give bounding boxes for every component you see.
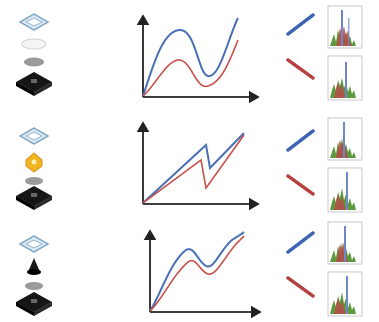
row-3 [16, 222, 362, 316]
black-plunger-icon [27, 258, 41, 275]
up-arrow-icon [288, 233, 313, 252]
gray-disc-icon [25, 177, 43, 185]
lower-curve [143, 40, 238, 96]
row-2 [16, 118, 362, 212]
component-stack-3 [16, 236, 52, 316]
force-curve-plot-2 [143, 123, 258, 204]
row-1 [16, 6, 362, 100]
histogram-thumbnail-top-1 [328, 6, 362, 48]
keycap-icon [20, 14, 48, 30]
switch-base-icon [16, 72, 52, 96]
keycap-icon [20, 128, 48, 144]
upper-curve [150, 232, 244, 311]
histogram-thumbnail-top-2 [328, 118, 362, 160]
up-arrow-icon [288, 15, 313, 34]
histogram-thumbnail-bottom-3 [328, 272, 362, 316]
histogram-thumbnail-bottom-2 [328, 168, 362, 212]
gray-disc-icon [24, 58, 44, 67]
lower-curve [150, 236, 244, 311]
histogram-thumbnail-bottom-1 [328, 56, 362, 100]
switch-base-icon [16, 292, 52, 316]
up-arrow-icon [288, 131, 313, 150]
force-curve-plot-1 [143, 16, 258, 97]
force-curve-plot-3 [150, 231, 260, 312]
down-arrow-icon [288, 60, 313, 78]
component-stack-1 [16, 14, 52, 96]
switch-base-icon [16, 186, 52, 210]
white-disc-icon [22, 39, 46, 49]
keycap-icon [20, 236, 48, 252]
gray-disc-icon [25, 282, 43, 290]
down-arrow-icon [288, 278, 313, 296]
yellow-actuator-icon [26, 153, 42, 172]
down-arrow-icon [288, 176, 313, 194]
histogram-thumbnail-top-3 [328, 222, 362, 264]
upper-curve [143, 18, 238, 96]
lower-curve [143, 135, 244, 203]
component-stack-2 [16, 128, 52, 210]
